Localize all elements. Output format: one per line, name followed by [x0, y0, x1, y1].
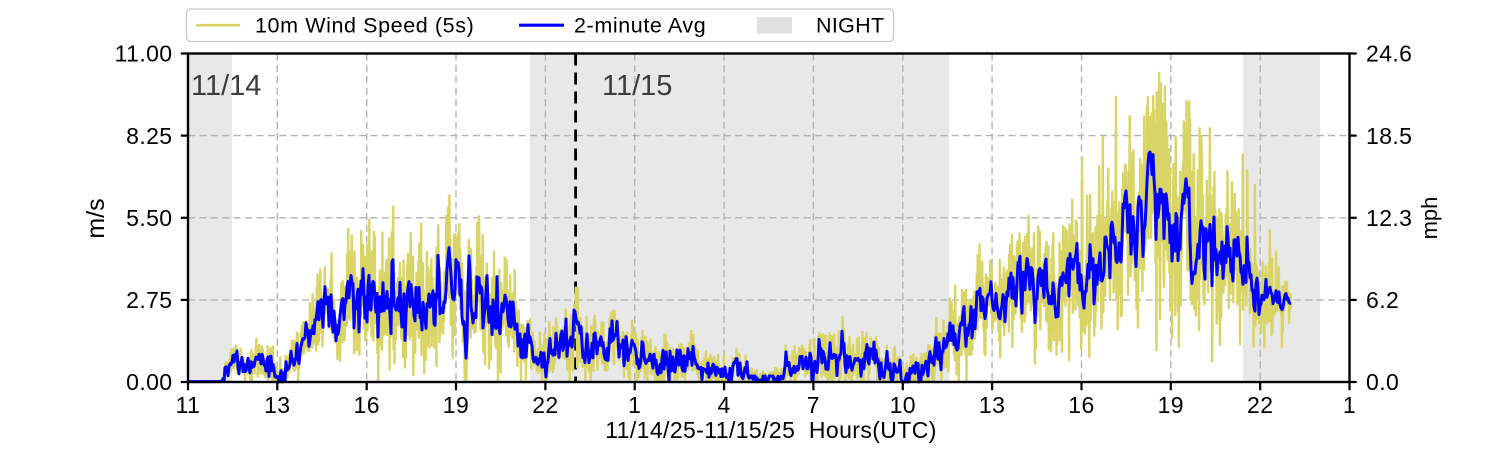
svg-text:0.0: 0.0: [1366, 369, 1399, 395]
svg-text:11/14/25-11/15/25 Hours(UTC): 11/14/25-11/15/25 Hours(UTC): [605, 417, 937, 443]
svg-text:8.25: 8.25: [126, 123, 172, 149]
svg-text:11.00: 11.00: [115, 41, 173, 67]
svg-text:1: 1: [628, 392, 641, 418]
svg-text:10m Wind Speed (5s): 10m Wind Speed (5s): [255, 14, 474, 38]
svg-text:1: 1: [1343, 392, 1356, 418]
svg-text:mph: mph: [1417, 197, 1442, 240]
svg-text:11/15: 11/15: [602, 70, 672, 102]
svg-text:22: 22: [1247, 392, 1273, 418]
svg-text:NIGHT: NIGHT: [816, 14, 884, 38]
svg-text:11/14: 11/14: [191, 70, 261, 102]
svg-text:22: 22: [532, 392, 558, 418]
svg-text:2.75: 2.75: [126, 287, 172, 313]
svg-text:16: 16: [354, 392, 380, 418]
svg-text:11: 11: [176, 392, 201, 418]
svg-text:m/s: m/s: [82, 198, 110, 238]
svg-text:19: 19: [443, 392, 469, 418]
svg-text:2-minute Avg: 2-minute Avg: [574, 14, 706, 38]
svg-text:6.2: 6.2: [1366, 287, 1399, 313]
svg-text:13: 13: [979, 392, 1005, 418]
svg-text:16: 16: [1068, 392, 1094, 418]
svg-text:10: 10: [890, 392, 916, 418]
svg-text:4: 4: [717, 392, 730, 418]
svg-text:19: 19: [1158, 392, 1184, 418]
svg-text:12.3: 12.3: [1366, 205, 1412, 231]
svg-text:18.5: 18.5: [1366, 123, 1412, 149]
svg-text:24.6: 24.6: [1366, 41, 1412, 67]
svg-text:5.50: 5.50: [126, 205, 172, 231]
svg-text:0.00: 0.00: [126, 369, 172, 395]
svg-text:13: 13: [264, 392, 290, 418]
svg-text:7: 7: [807, 392, 820, 418]
